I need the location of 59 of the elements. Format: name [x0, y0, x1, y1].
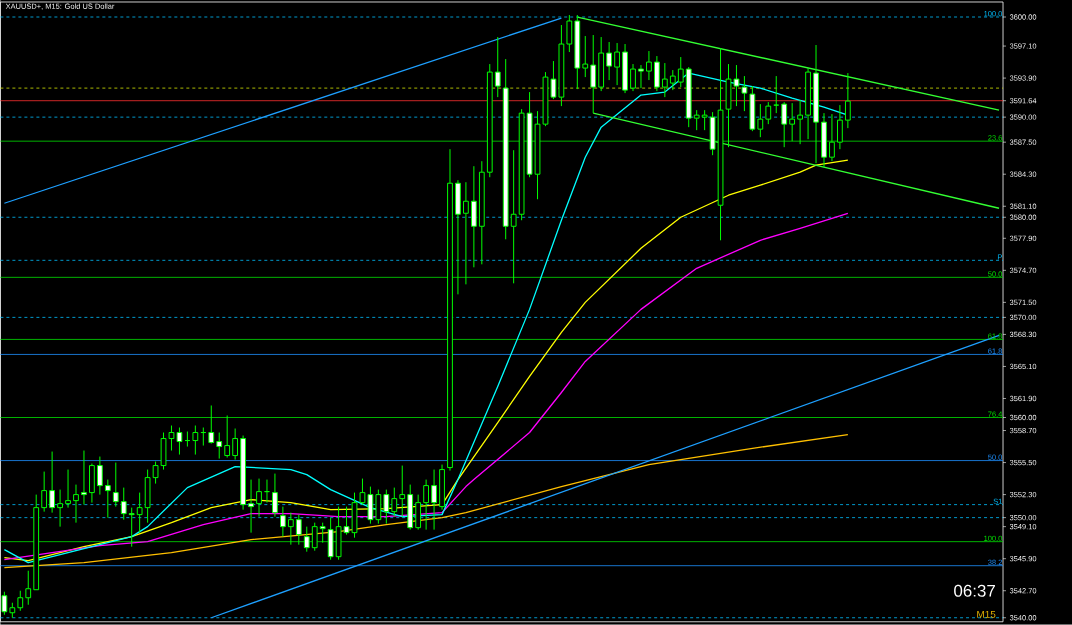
candlestick [661, 62, 668, 98]
candlestick [805, 67, 811, 140]
candlestick [224, 415, 231, 459]
candlestick [821, 112, 827, 168]
candlestick [638, 64, 644, 89]
candlestick [73, 484, 79, 524]
candlestick [33, 494, 40, 591]
candlestick [797, 99, 803, 145]
candlestick [120, 487, 127, 521]
candlestick [240, 435, 246, 511]
candlestick [272, 473, 278, 518]
candlestick [25, 570, 32, 606]
candlestick [622, 43, 628, 94]
candlestick [654, 55, 660, 92]
candlestick [65, 469, 71, 509]
candlestick [502, 58, 509, 240]
candlestick [96, 456, 103, 496]
line-series [3, 433, 849, 569]
candlestick [41, 471, 48, 513]
candlestick [49, 451, 56, 514]
candlestick [256, 478, 262, 518]
candlestick [478, 160, 485, 265]
candlestick [630, 63, 636, 92]
candlestick [741, 75, 748, 112]
candlestick [303, 526, 310, 553]
annotation: M15 [977, 611, 996, 618]
candlestick [510, 149, 517, 284]
candlestick [280, 506, 286, 538]
candlestick [590, 34, 597, 114]
candlestick [407, 484, 414, 531]
candlestick [208, 405, 215, 444]
candlestick [439, 464, 445, 511]
candlestick [248, 479, 254, 534]
candlestick [89, 463, 95, 504]
candlestick [829, 113, 835, 162]
annotation: 06:37 [954, 584, 995, 597]
candlestick [844, 72, 851, 129]
candlestick [470, 165, 477, 268]
candlestick [81, 450, 87, 506]
candlestick [646, 50, 652, 81]
candlestick [789, 102, 796, 142]
candlestick [813, 44, 819, 164]
candlestick [606, 41, 613, 81]
candlestick [335, 506, 342, 561]
candlestick [463, 181, 469, 285]
candlestick [57, 489, 63, 528]
candlestick [837, 104, 843, 150]
candlestick [494, 36, 501, 98]
candlestick [136, 492, 143, 534]
candlestick [431, 469, 437, 531]
candlestick [391, 487, 398, 518]
candlestick [447, 148, 453, 472]
candlestick [614, 42, 620, 86]
candlestick [455, 179, 461, 295]
candlestick [232, 428, 239, 461]
candlestick [399, 465, 406, 518]
candlestick [423, 479, 430, 531]
candlestick [112, 462, 119, 508]
candlestick [327, 517, 334, 561]
